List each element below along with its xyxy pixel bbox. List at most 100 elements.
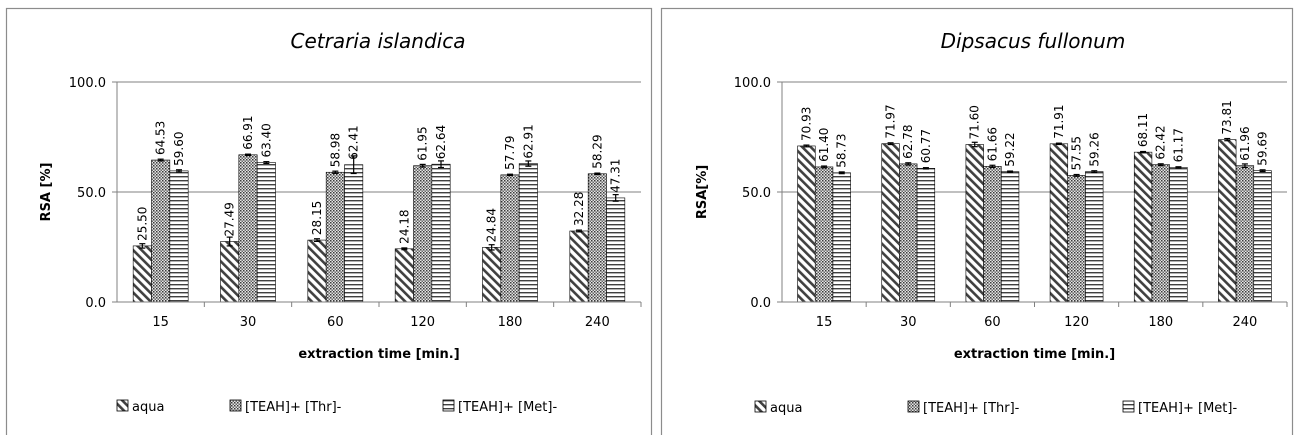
chart-panel-2: Dipsacus fullonum 0.0 50.0 100.0 RSA[%] 15 70.… xyxy=(660,7,1294,435)
bar xyxy=(500,174,520,303)
y-axis-label: RSA[%] xyxy=(695,165,710,219)
x-tick-label: 240 xyxy=(1233,315,1258,330)
bar xyxy=(1235,165,1255,303)
x-tick-label: 60 xyxy=(984,315,1001,330)
data-label: 28.15 xyxy=(310,201,324,235)
data-label: 58.98 xyxy=(328,133,342,167)
chart-title: Dipsacus fullonum xyxy=(941,29,1126,53)
chart-title: Cetraria islandica xyxy=(291,29,466,53)
data-label: 62.91 xyxy=(521,124,535,158)
bar xyxy=(344,164,364,303)
x-axis-label: extraction time [min.] xyxy=(298,347,459,362)
bar xyxy=(1218,139,1237,303)
data-label: 59.69 xyxy=(1256,131,1270,165)
x-tick-label: 15 xyxy=(152,315,169,330)
legend-swatch xyxy=(229,399,242,412)
bar xyxy=(965,144,984,303)
data-label: 59.60 xyxy=(172,132,186,166)
bar xyxy=(1133,151,1153,303)
bar xyxy=(814,166,834,303)
bar xyxy=(1067,175,1086,303)
legend-swatch xyxy=(116,399,129,412)
bar xyxy=(797,145,816,303)
bar xyxy=(916,168,936,303)
bar xyxy=(220,241,240,303)
data-label: 59.22 xyxy=(1003,132,1017,166)
x-tick-label: 180 xyxy=(498,315,523,330)
data-label: 24.18 xyxy=(397,209,411,243)
bar xyxy=(325,171,345,303)
data-label: 60.77 xyxy=(919,129,933,163)
data-label: 58.29 xyxy=(590,134,604,168)
chart-panel-1: Cetraria islandica 0.0 50.0 100.0 RSA [%] 15 2… xyxy=(5,7,653,435)
legend-entry: aqua xyxy=(132,400,164,415)
y-tick-label: 100.0 xyxy=(734,76,771,91)
bar xyxy=(1085,171,1104,303)
legend-entry: [TEAH]+ [Thr]- xyxy=(923,401,1020,416)
x-tick-label: 30 xyxy=(240,315,257,330)
bar xyxy=(518,163,538,303)
data-label: 25.50 xyxy=(135,207,149,241)
data-label: 32.28 xyxy=(572,192,586,226)
y-tick-label: 0.0 xyxy=(85,296,106,311)
bar xyxy=(431,163,451,303)
data-label: 61.40 xyxy=(817,128,831,162)
data-label: 70.93 xyxy=(799,107,813,141)
data-label: 71.60 xyxy=(968,105,982,139)
data-label: 59.26 xyxy=(1087,132,1101,166)
legend-swatch xyxy=(907,400,920,413)
x-tick-label: 120 xyxy=(410,315,435,330)
bar xyxy=(569,230,589,303)
legend-entry: [TEAH]+ [Thr]- xyxy=(245,400,342,415)
x-tick-label: 120 xyxy=(1064,315,1089,330)
data-label: 71.91 xyxy=(1052,104,1066,138)
data-label: 68.11 xyxy=(1136,113,1150,147)
data-label: 62.64 xyxy=(434,125,448,159)
data-label: 24.84 xyxy=(485,208,499,242)
x-tick-label: 240 xyxy=(585,315,610,330)
data-label: 62.42 xyxy=(1154,125,1168,159)
data-label: 61.95 xyxy=(416,126,430,160)
y-axis-label: RSA [%] xyxy=(39,163,54,222)
y-tick-label: 0.0 xyxy=(750,296,771,311)
legend-entry: [TEAH]+ [Met]- xyxy=(458,400,557,415)
bar xyxy=(587,173,607,303)
data-label: 62.78 xyxy=(901,125,915,159)
bar xyxy=(413,165,433,303)
y-tick-label: 100.0 xyxy=(69,76,106,91)
x-tick-label: 15 xyxy=(816,315,833,330)
legend-swatch xyxy=(442,399,455,412)
x-tick-label: 180 xyxy=(1148,315,1173,330)
data-label: 57.55 xyxy=(1070,136,1084,170)
bar xyxy=(983,166,1002,303)
x-axis-label: extraction time [min.] xyxy=(954,347,1115,362)
data-label: 63.40 xyxy=(259,123,273,157)
data-label: 66.91 xyxy=(241,115,255,149)
legend-entry: [TEAH]+ [Met]- xyxy=(1138,401,1237,416)
data-label: 27.49 xyxy=(223,202,237,236)
bar xyxy=(1000,171,1020,303)
bar xyxy=(1169,167,1188,303)
data-label: 47.31 xyxy=(609,159,623,193)
bar xyxy=(307,239,327,303)
bar xyxy=(1049,143,1069,303)
data-label: 73.81 xyxy=(1220,100,1234,134)
bar xyxy=(606,197,626,303)
data-label: 61.96 xyxy=(1238,126,1252,160)
bar xyxy=(832,172,851,303)
bar xyxy=(394,248,414,303)
legend-swatch xyxy=(1122,400,1135,413)
bar xyxy=(1151,164,1170,303)
bar xyxy=(881,143,900,303)
data-label: 62.41 xyxy=(347,125,361,159)
legend-swatch xyxy=(754,400,767,413)
bar xyxy=(899,163,918,303)
bar xyxy=(132,245,152,303)
data-label: 61.66 xyxy=(985,127,999,161)
data-label: 61.17 xyxy=(1171,128,1185,162)
bar xyxy=(1253,170,1272,303)
x-tick-label: 30 xyxy=(900,315,917,330)
bar xyxy=(238,154,258,303)
